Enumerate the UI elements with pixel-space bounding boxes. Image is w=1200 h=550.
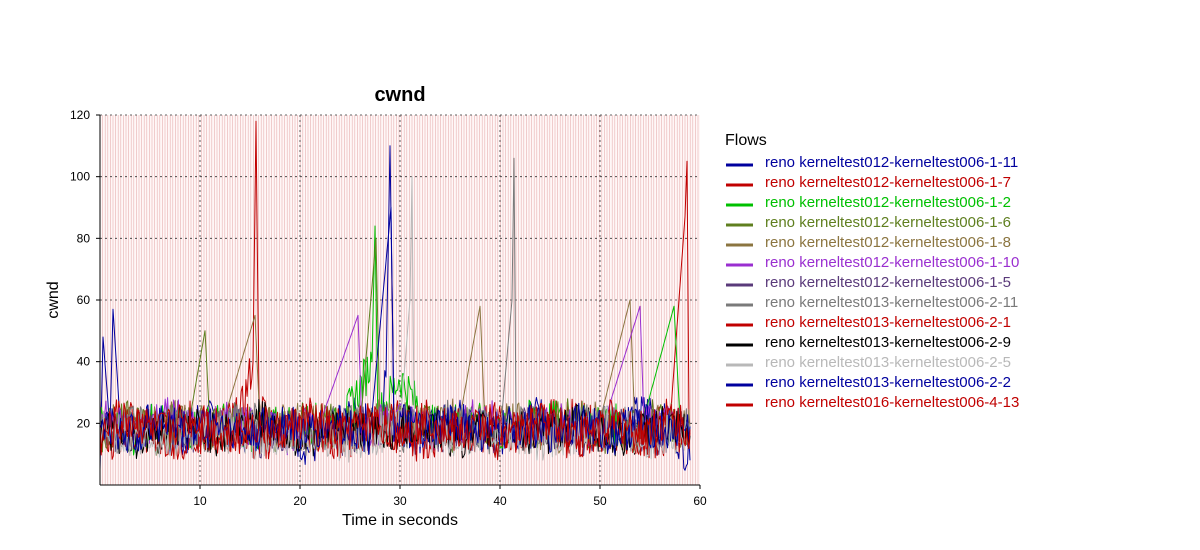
y-tick-label: 20 (77, 416, 91, 430)
x-tick-label: 60 (693, 494, 707, 508)
series-lines (99, 120, 691, 471)
x-tick-label: 40 (493, 494, 507, 508)
legend-entry: reno kerneltest013-kerneltest006-2-2 (765, 374, 1011, 391)
legend-entry: reno kerneltest012-kerneltest006-1-11 (765, 154, 1018, 171)
y-tick-label: 40 (77, 355, 91, 369)
y-tick-label: 60 (77, 293, 91, 307)
legend-entry: reno kerneltest013-kerneltest006-2-9 (765, 334, 1011, 351)
legend-title: Flows (725, 132, 767, 149)
legend-entry: reno kerneltest012-kerneltest006-1-2 (765, 194, 1011, 211)
y-tick-label: 100 (70, 170, 90, 184)
x-tick-label: 50 (593, 494, 607, 508)
x-tick-label: 20 (293, 494, 307, 508)
legend: Flows reno kerneltest012-kerneltest006-1… (725, 132, 1019, 411)
legend-entry: reno kerneltest016-kerneltest006-4-13 (765, 394, 1019, 411)
legend-entry: reno kerneltest013-kerneltest006-2-1 (765, 314, 1011, 331)
series-line (99, 397, 691, 455)
x-tick-label: 30 (393, 494, 407, 508)
tick-labels: 20 40 60 80 100 120 10 20 30 40 50 60 (70, 108, 707, 508)
legend-entry: reno kerneltest013-kerneltest006-2-5 (765, 354, 1011, 371)
y-tick-label: 120 (70, 108, 90, 122)
y-tick-label: 80 (77, 231, 91, 245)
chart-title: cwnd (374, 84, 425, 106)
legend-entry: reno kerneltest012-kerneltest006-1-10 (765, 254, 1019, 271)
legend-entry: reno kerneltest012-kerneltest006-1-5 (765, 274, 1011, 291)
legend-entry: reno kerneltest012-kerneltest006-1-7 (765, 174, 1011, 191)
x-axis-title: Time in seconds (342, 512, 458, 529)
legend-entry: reno kerneltest012-kerneltest006-1-6 (765, 214, 1011, 231)
legend-entry: reno kerneltest012-kerneltest006-1-8 (765, 234, 1011, 251)
x-tick-label: 10 (193, 494, 207, 508)
legend-entry: reno kerneltest013-kerneltest006-2-11 (765, 294, 1018, 311)
y-axis-title: cwnd (45, 281, 62, 318)
